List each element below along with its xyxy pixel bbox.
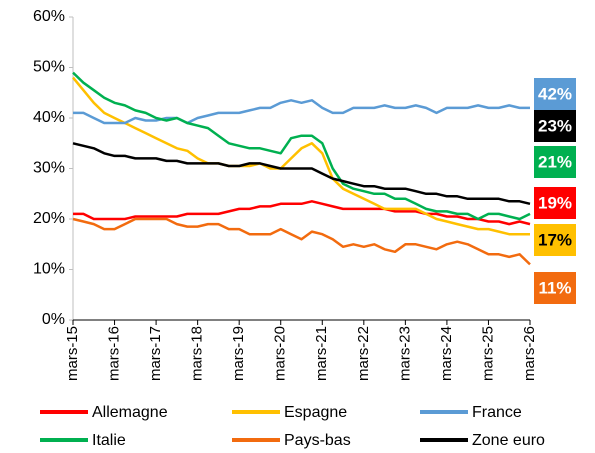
x-tick-label: mars-20 <box>272 326 289 381</box>
x-tick-label: mars-26 <box>521 326 538 381</box>
end-label: 17% <box>538 230 572 249</box>
end-label: 11% <box>538 278 571 297</box>
end-label: 23% <box>538 116 572 135</box>
y-tick-label: 50% <box>33 59 65 76</box>
legend-label: Espagne <box>284 404 347 421</box>
series-line <box>72 76 530 236</box>
y-tick-label: 20% <box>33 210 65 227</box>
series-line <box>72 217 531 266</box>
end-label: 21% <box>538 152 572 171</box>
y-tick-label: 60% <box>33 8 65 25</box>
end-label-box <box>534 146 576 178</box>
legend-label: France <box>472 404 522 421</box>
series-line <box>73 200 531 226</box>
x-tick-label: mars-16 <box>106 326 123 381</box>
series-line <box>73 99 530 125</box>
end-label-box <box>534 78 576 110</box>
end-label-box <box>534 224 576 256</box>
x-tick-label: mars-25 <box>479 326 496 381</box>
y-tick-label: 0% <box>42 311 65 328</box>
end-label-box <box>534 272 576 304</box>
series-line <box>72 71 531 221</box>
x-tick-label: mars-24 <box>438 326 455 381</box>
x-tick-label: mars-23 <box>396 326 413 381</box>
y-tick-label: 10% <box>33 261 65 278</box>
x-tick-label: mars-17 <box>147 326 164 381</box>
x-tick-label: mars-21 <box>313 326 330 381</box>
x-tick-label: mars-19 <box>230 326 247 381</box>
legend-label: Italie <box>92 432 126 449</box>
end-label: 19% <box>538 193 572 212</box>
y-tick-label: 30% <box>33 160 65 177</box>
x-tick-label: mars-22 <box>355 326 372 381</box>
x-tick-label: mars-15 <box>64 326 81 381</box>
end-label-box <box>534 110 576 142</box>
legend-label: Allemagne <box>92 404 168 421</box>
end-label: 42% <box>538 84 572 103</box>
y-tick-label: 40% <box>33 109 65 126</box>
series-line <box>72 142 531 206</box>
legend-label: Pays-bas <box>284 432 351 449</box>
legend-label: Zone euro <box>472 432 545 449</box>
end-label-box <box>534 187 576 219</box>
x-tick-label: mars-18 <box>189 326 206 381</box>
